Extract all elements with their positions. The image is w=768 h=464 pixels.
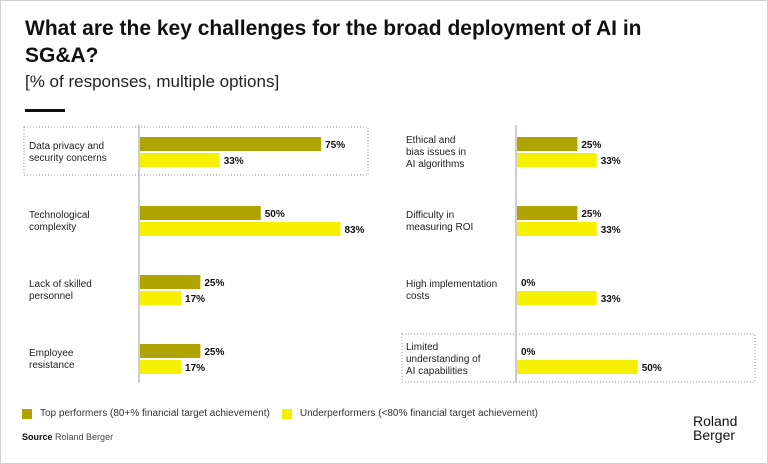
bar-underperformers [140,222,341,236]
category-label: AI capabilities [406,366,468,377]
legend-item-under: Underperformers (<80% financial target a… [281,408,539,419]
category-label: bias issues in [406,147,466,158]
category-label: complexity [29,222,76,233]
data-label: 25% [204,278,224,289]
bar-underperformers [140,153,220,167]
data-label: 17% [185,294,205,305]
data-label: 25% [204,347,224,358]
chart-subtitle: [% of responses, multiple options] [25,72,280,91]
roland-berger-logo: Roland Berger [693,414,737,442]
bar-underperformers [517,222,597,236]
legend: Top performers (80+% financial target ac… [22,408,550,419]
title-rule [25,109,65,112]
legend-label-top: Top performers (80+% financial target ac… [40,408,270,419]
bar-underperformers [517,360,638,374]
data-label: 50% [265,209,285,220]
legend-label-under: Underperformers (<80% financial target a… [299,408,539,419]
category-label: personnel [29,291,73,302]
data-label: 33% [601,294,621,305]
category-label: Difficulty in [406,210,454,221]
legend-swatch-under [281,408,292,419]
data-label: 33% [224,156,244,167]
category-label: Technological [29,210,90,221]
data-label: 25% [581,140,601,151]
data-label: 17% [185,363,205,374]
source-text: Roland Berger [55,432,114,442]
highlight-box [23,126,369,176]
legend-item-top: Top performers (80+% financial target ac… [22,408,270,419]
data-label: 75% [325,140,345,151]
category-label: High implementation [406,279,497,290]
category-label: Ethical and [406,135,455,146]
highlight-box [401,333,756,383]
chart-title: What are the key challenges for the broa… [25,17,642,67]
category-label: security concerns [29,153,107,164]
data-label: 25% [581,209,601,220]
logo-line-1: Roland [693,413,738,429]
bar-top-performers [517,137,578,151]
bar-underperformers [140,360,182,374]
category-label: Limited [406,342,438,353]
bar-underperformers [517,153,597,167]
data-label: 33% [601,156,621,167]
category-label: Data privacy and [29,141,104,152]
bar-top-performers [140,206,261,220]
data-label: 0% [521,347,536,358]
data-label: 83% [344,225,364,236]
bar-underperformers [517,291,597,305]
category-label: Lack of skilled [29,279,92,290]
bar-top-performers [140,137,322,151]
data-label: 50% [642,363,662,374]
bar-top-performers [140,275,201,289]
category-label: AI algorithms [406,159,464,170]
category-label: measuring ROI [406,222,473,233]
category-label: Employee [29,348,74,359]
bar-underperformers [140,291,182,305]
data-label: 33% [601,225,621,236]
legend-swatch-top [22,408,32,419]
logo-line-2: Berger [693,427,736,443]
category-label: resistance [29,360,75,371]
source-note: Source Roland Berger [22,432,113,442]
data-label: 0% [521,278,536,289]
category-label: understanding of [406,354,481,365]
bar-top-performers [517,206,578,220]
bar-top-performers [140,344,201,358]
category-label: costs [406,291,429,302]
source-label: Source [22,432,53,442]
